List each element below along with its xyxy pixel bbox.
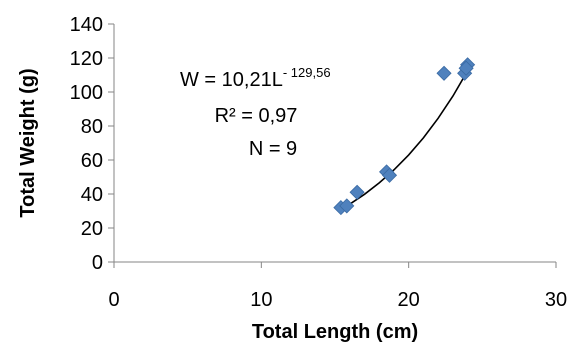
data-point <box>458 60 474 76</box>
x-tick-label: 10 <box>250 289 272 311</box>
data-point <box>339 198 355 214</box>
y-tick-label: 80 <box>81 116 103 138</box>
x-tick-label: 30 <box>545 289 567 311</box>
y-tick-label: 60 <box>81 150 103 172</box>
data-point <box>381 167 398 183</box>
axes <box>113 24 556 263</box>
equation-annotation: W = 10,21L- 129,56 R² = 0,97 N = 9 <box>180 65 331 160</box>
y-axis-title: Total Weight (g) <box>17 68 39 217</box>
x-tick-label: 20 <box>398 289 420 311</box>
x-tick-label: 0 <box>108 289 119 311</box>
x-axis-ticks: 0 10 20 30 <box>108 262 567 311</box>
y-tick-label: 40 <box>81 184 103 206</box>
sample-size-label: N = 9 <box>249 138 297 160</box>
r-squared-label: R² = 0,97 <box>215 105 298 127</box>
y-axis-ticks: 0 20 40 60 80 100 120 140 <box>70 14 114 274</box>
y-tick-label: 140 <box>70 14 103 36</box>
y-tick-label: 0 <box>92 252 103 274</box>
data-point <box>349 184 365 200</box>
data-points <box>333 57 476 216</box>
equation-exponent: - 129,56 <box>283 65 331 80</box>
data-point <box>436 65 452 81</box>
x-axis-title: Total Length (cm) <box>252 321 418 343</box>
y-tick-label: 100 <box>70 82 103 104</box>
equation-main: W = 10,21L <box>180 69 283 91</box>
y-tick-label: 120 <box>70 48 103 70</box>
y-tick-label: 20 <box>81 218 103 240</box>
equation-label: W = 10,21L- 129,56 <box>180 65 331 91</box>
